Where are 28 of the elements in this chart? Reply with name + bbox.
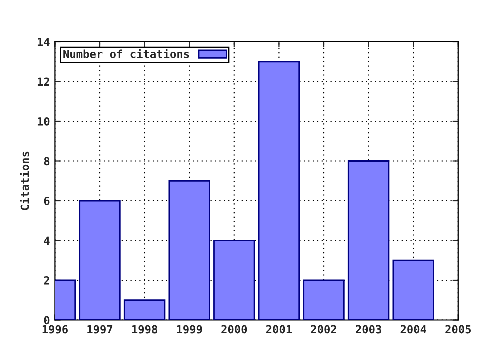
bar [392,260,434,320]
x-tick-label: 2003 [356,325,382,334]
bar [124,300,166,320]
y-tick-label: 4 [44,236,50,245]
y-tick-label: 14 [38,38,50,46]
bar [79,200,121,320]
bar [348,160,390,320]
x-tick-label: 2005 [446,325,472,334]
y-tick-label: 0 [44,316,50,325]
bar [258,61,300,320]
y-tick-label: 6 [44,196,50,206]
x-tick-label: 1999 [177,325,202,334]
x-tick-label: 1998 [132,325,158,334]
x-tick-label: 2004 [400,325,426,334]
x-tick-label: 1996 [42,325,68,334]
x-tick-label: 2001 [266,325,292,334]
y-axis-title: Citations [20,152,30,210]
y-tick-label: 2 [44,276,50,285]
y-tick-label: 10 [38,117,50,126]
legend-label: Number of citations [64,49,190,58]
y-tick-label: 8 [44,157,50,166]
y-tick-label: 12 [38,78,50,86]
x-tick-label: 1997 [88,325,113,334]
bar [168,180,210,320]
bar [303,280,345,320]
x-tick-label: 2000 [222,325,248,334]
bar [214,240,256,320]
x-tick-label: 2002 [311,325,336,334]
